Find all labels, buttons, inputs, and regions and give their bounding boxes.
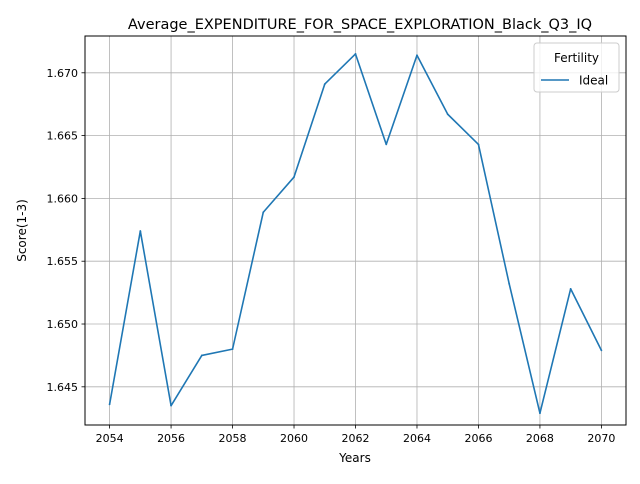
- data-point: [508, 282, 511, 285]
- data-point: [170, 404, 172, 407]
- x-tick-label: 2070: [587, 432, 615, 445]
- x-axis-label: Years: [338, 451, 371, 465]
- legend: Fertility Ideal: [533, 42, 620, 93]
- x-tick-label: 2062: [342, 432, 370, 445]
- data-point: [539, 412, 541, 415]
- data-point: [600, 349, 603, 352]
- series-layer: [108, 53, 603, 415]
- data-point: [416, 54, 418, 57]
- data-point: [262, 211, 265, 214]
- grid: [85, 36, 626, 425]
- data-point: [385, 143, 388, 146]
- data-point: [293, 176, 295, 178]
- data-point: [446, 113, 449, 116]
- x-tick-label: 2064: [403, 432, 431, 445]
- y-tick-label: 1.660: [47, 192, 79, 205]
- data-point: [200, 354, 203, 357]
- data-point: [569, 287, 572, 290]
- x-tick-label: 2060: [280, 432, 308, 445]
- y-tick-label: 1.655: [47, 255, 79, 268]
- y-tick-label: 1.645: [47, 381, 79, 394]
- x-tick-label: 2066: [464, 432, 492, 445]
- y-tick-label: 1.670: [47, 67, 79, 80]
- data-point: [477, 143, 480, 146]
- axis-ticks: 2054 2056 2058 2060 2062 2064 2066 2068 2070 1.64…: [47, 67, 616, 445]
- data-point: [231, 348, 234, 351]
- legend-title: Fertility: [554, 51, 599, 65]
- data-point: [354, 53, 357, 55]
- x-tick-label: 2056: [157, 432, 185, 445]
- data-point: [323, 83, 326, 86]
- chart-title: Average_EXPENDITURE_FOR_SPACE_EXPLORATIO…: [128, 17, 592, 33]
- data-point: [108, 403, 111, 406]
- x-tick-label: 2068: [526, 432, 554, 445]
- x-tick-label: 2058: [219, 432, 247, 445]
- y-tick-label: 1.650: [47, 318, 79, 331]
- y-tick-label: 1.665: [47, 130, 79, 143]
- y-axis-label: Score(1-3): [15, 199, 29, 262]
- data-point: [139, 230, 142, 232]
- legend-label-ideal: Ideal: [579, 74, 608, 88]
- x-tick-label: 2054: [96, 432, 124, 445]
